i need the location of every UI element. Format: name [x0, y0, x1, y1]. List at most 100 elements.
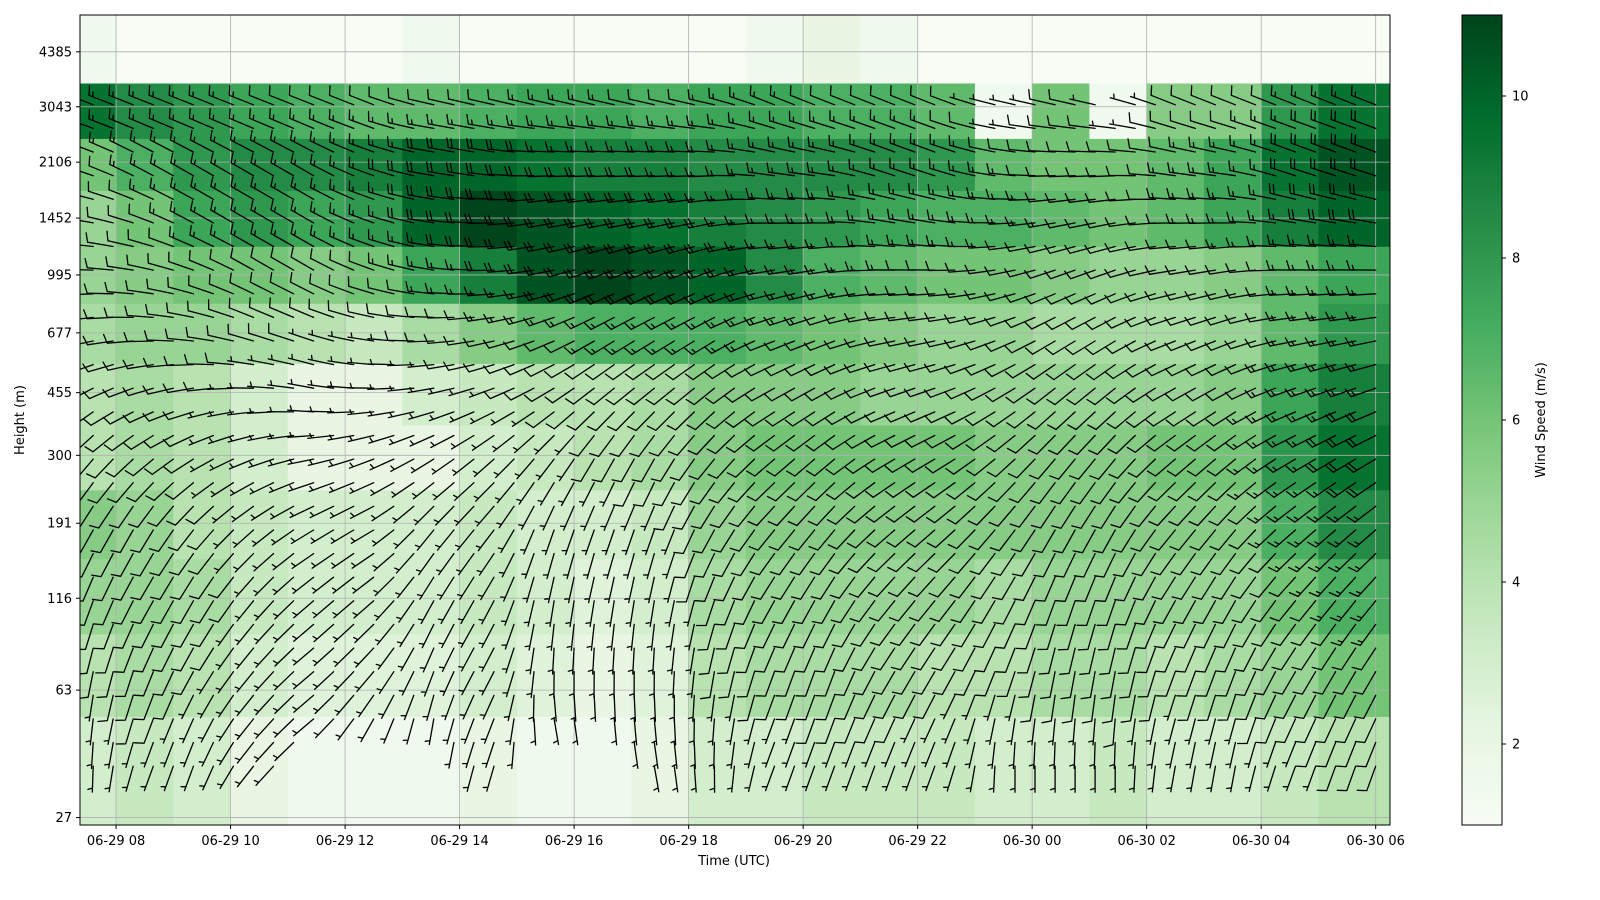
wind-barb	[463, 337, 495, 348]
wind-barb	[1249, 576, 1277, 598]
wind-barb	[690, 741, 696, 770]
wind-barb	[179, 718, 195, 744]
wind-barb	[665, 387, 695, 406]
heatmap-cell	[1032, 15, 1091, 84]
wind-barb	[503, 387, 535, 401]
wind-barb	[670, 482, 695, 506]
wind-barb	[1028, 741, 1036, 770]
wind-barb	[1169, 529, 1196, 551]
wind-barb	[563, 218, 595, 229]
wind-barb	[644, 167, 675, 178]
wind-barb	[1273, 694, 1297, 720]
wind-barb	[1230, 85, 1257, 106]
wind-barb	[841, 741, 856, 768]
wind-barb	[964, 290, 996, 300]
wind-barb	[253, 647, 275, 668]
wind-barb	[227, 323, 255, 342]
wind-barb	[430, 434, 455, 449]
wind-barb	[543, 363, 575, 379]
wind-barb	[640, 505, 655, 531]
wind-barb	[823, 340, 856, 350]
wind-barb	[1176, 671, 1196, 697]
wind-barb	[903, 337, 936, 347]
wind-barb	[944, 434, 976, 450]
wind-barb	[873, 718, 896, 744]
heatmap-cell	[1261, 558, 1320, 635]
wind-barb	[803, 265, 836, 275]
wind-barb	[230, 482, 255, 496]
wind-barb	[844, 458, 876, 474]
wind-barb	[527, 88, 555, 106]
wind-barb	[1064, 244, 1096, 254]
wind-barb	[502, 671, 515, 698]
wind-barb	[1285, 458, 1317, 473]
wind-barb	[1204, 718, 1217, 745]
wind-barb	[751, 600, 776, 625]
wind-barb	[1170, 552, 1196, 576]
wind-barb	[974, 647, 996, 673]
wind-barb	[474, 505, 495, 527]
wind-barb	[545, 600, 555, 628]
wind-barbs	[80, 85, 1377, 793]
wind-barb	[1265, 285, 1297, 296]
wind-barb	[1044, 269, 1076, 280]
wind-barb	[805, 187, 836, 200]
wind-barb	[963, 718, 976, 745]
heatmap-cell	[974, 138, 1033, 191]
wind-barb	[152, 671, 174, 696]
heatmap-cell	[80, 716, 117, 825]
wind-barb	[309, 201, 335, 224]
wind-barb	[1048, 434, 1076, 456]
wind-barb	[785, 187, 816, 200]
wind-barb	[1101, 694, 1116, 724]
heatmap-cell	[1146, 15, 1205, 84]
wind-barb	[292, 600, 315, 619]
wind-barb	[420, 671, 435, 697]
wind-barb	[478, 623, 495, 649]
y-tick-label: 1452	[39, 212, 72, 227]
wind-barb	[604, 576, 615, 604]
wind-barb	[1186, 458, 1217, 477]
wind-barb	[1085, 141, 1116, 153]
heatmap-cell	[1318, 558, 1390, 635]
heatmap-cell	[116, 489, 174, 560]
wind-barb	[861, 741, 876, 768]
wind-barb	[391, 482, 415, 498]
wind-barb	[129, 129, 154, 153]
wind-barb	[652, 741, 659, 769]
wind-barb	[80, 529, 94, 554]
wind-barb	[1015, 623, 1036, 650]
wind-barb	[1188, 505, 1217, 527]
wind-barb	[227, 355, 255, 366]
wind-barb	[1270, 132, 1297, 153]
wind-barb	[168, 85, 195, 106]
wind-barb	[230, 199, 255, 224]
wind-barb	[443, 310, 475, 321]
wind-barb	[1225, 434, 1257, 451]
wind-barb	[566, 411, 595, 431]
wind-barb	[1210, 85, 1237, 106]
wind-barb	[190, 152, 215, 177]
wind-barb	[965, 765, 976, 793]
wind-barb	[1004, 268, 1036, 278]
wind-barb	[699, 671, 716, 700]
wind-barb	[287, 378, 315, 389]
wind-barb	[1124, 241, 1156, 252]
wind-barb	[196, 671, 215, 695]
heatmap-cell	[345, 633, 403, 717]
wind-barb	[164, 482, 195, 500]
wind-barb	[805, 434, 836, 452]
wind-barb	[846, 505, 876, 524]
heatmap-cell	[402, 558, 461, 635]
wind-barb	[964, 363, 996, 376]
wind-barb	[329, 249, 355, 271]
wind-barb	[1327, 208, 1357, 224]
wind-barb	[1047, 718, 1056, 746]
wind-barb	[1285, 434, 1317, 448]
wind-barb	[1109, 93, 1136, 106]
wind-barb	[944, 262, 976, 273]
wind-barb	[909, 109, 936, 130]
wind-barb	[627, 88, 655, 106]
wind-barb	[572, 718, 579, 746]
wind-barb	[165, 302, 195, 319]
